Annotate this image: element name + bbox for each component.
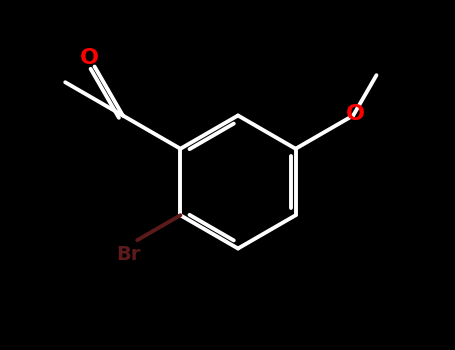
- Text: O: O: [345, 104, 364, 124]
- Text: O: O: [80, 48, 99, 68]
- Text: Br: Br: [116, 245, 141, 264]
